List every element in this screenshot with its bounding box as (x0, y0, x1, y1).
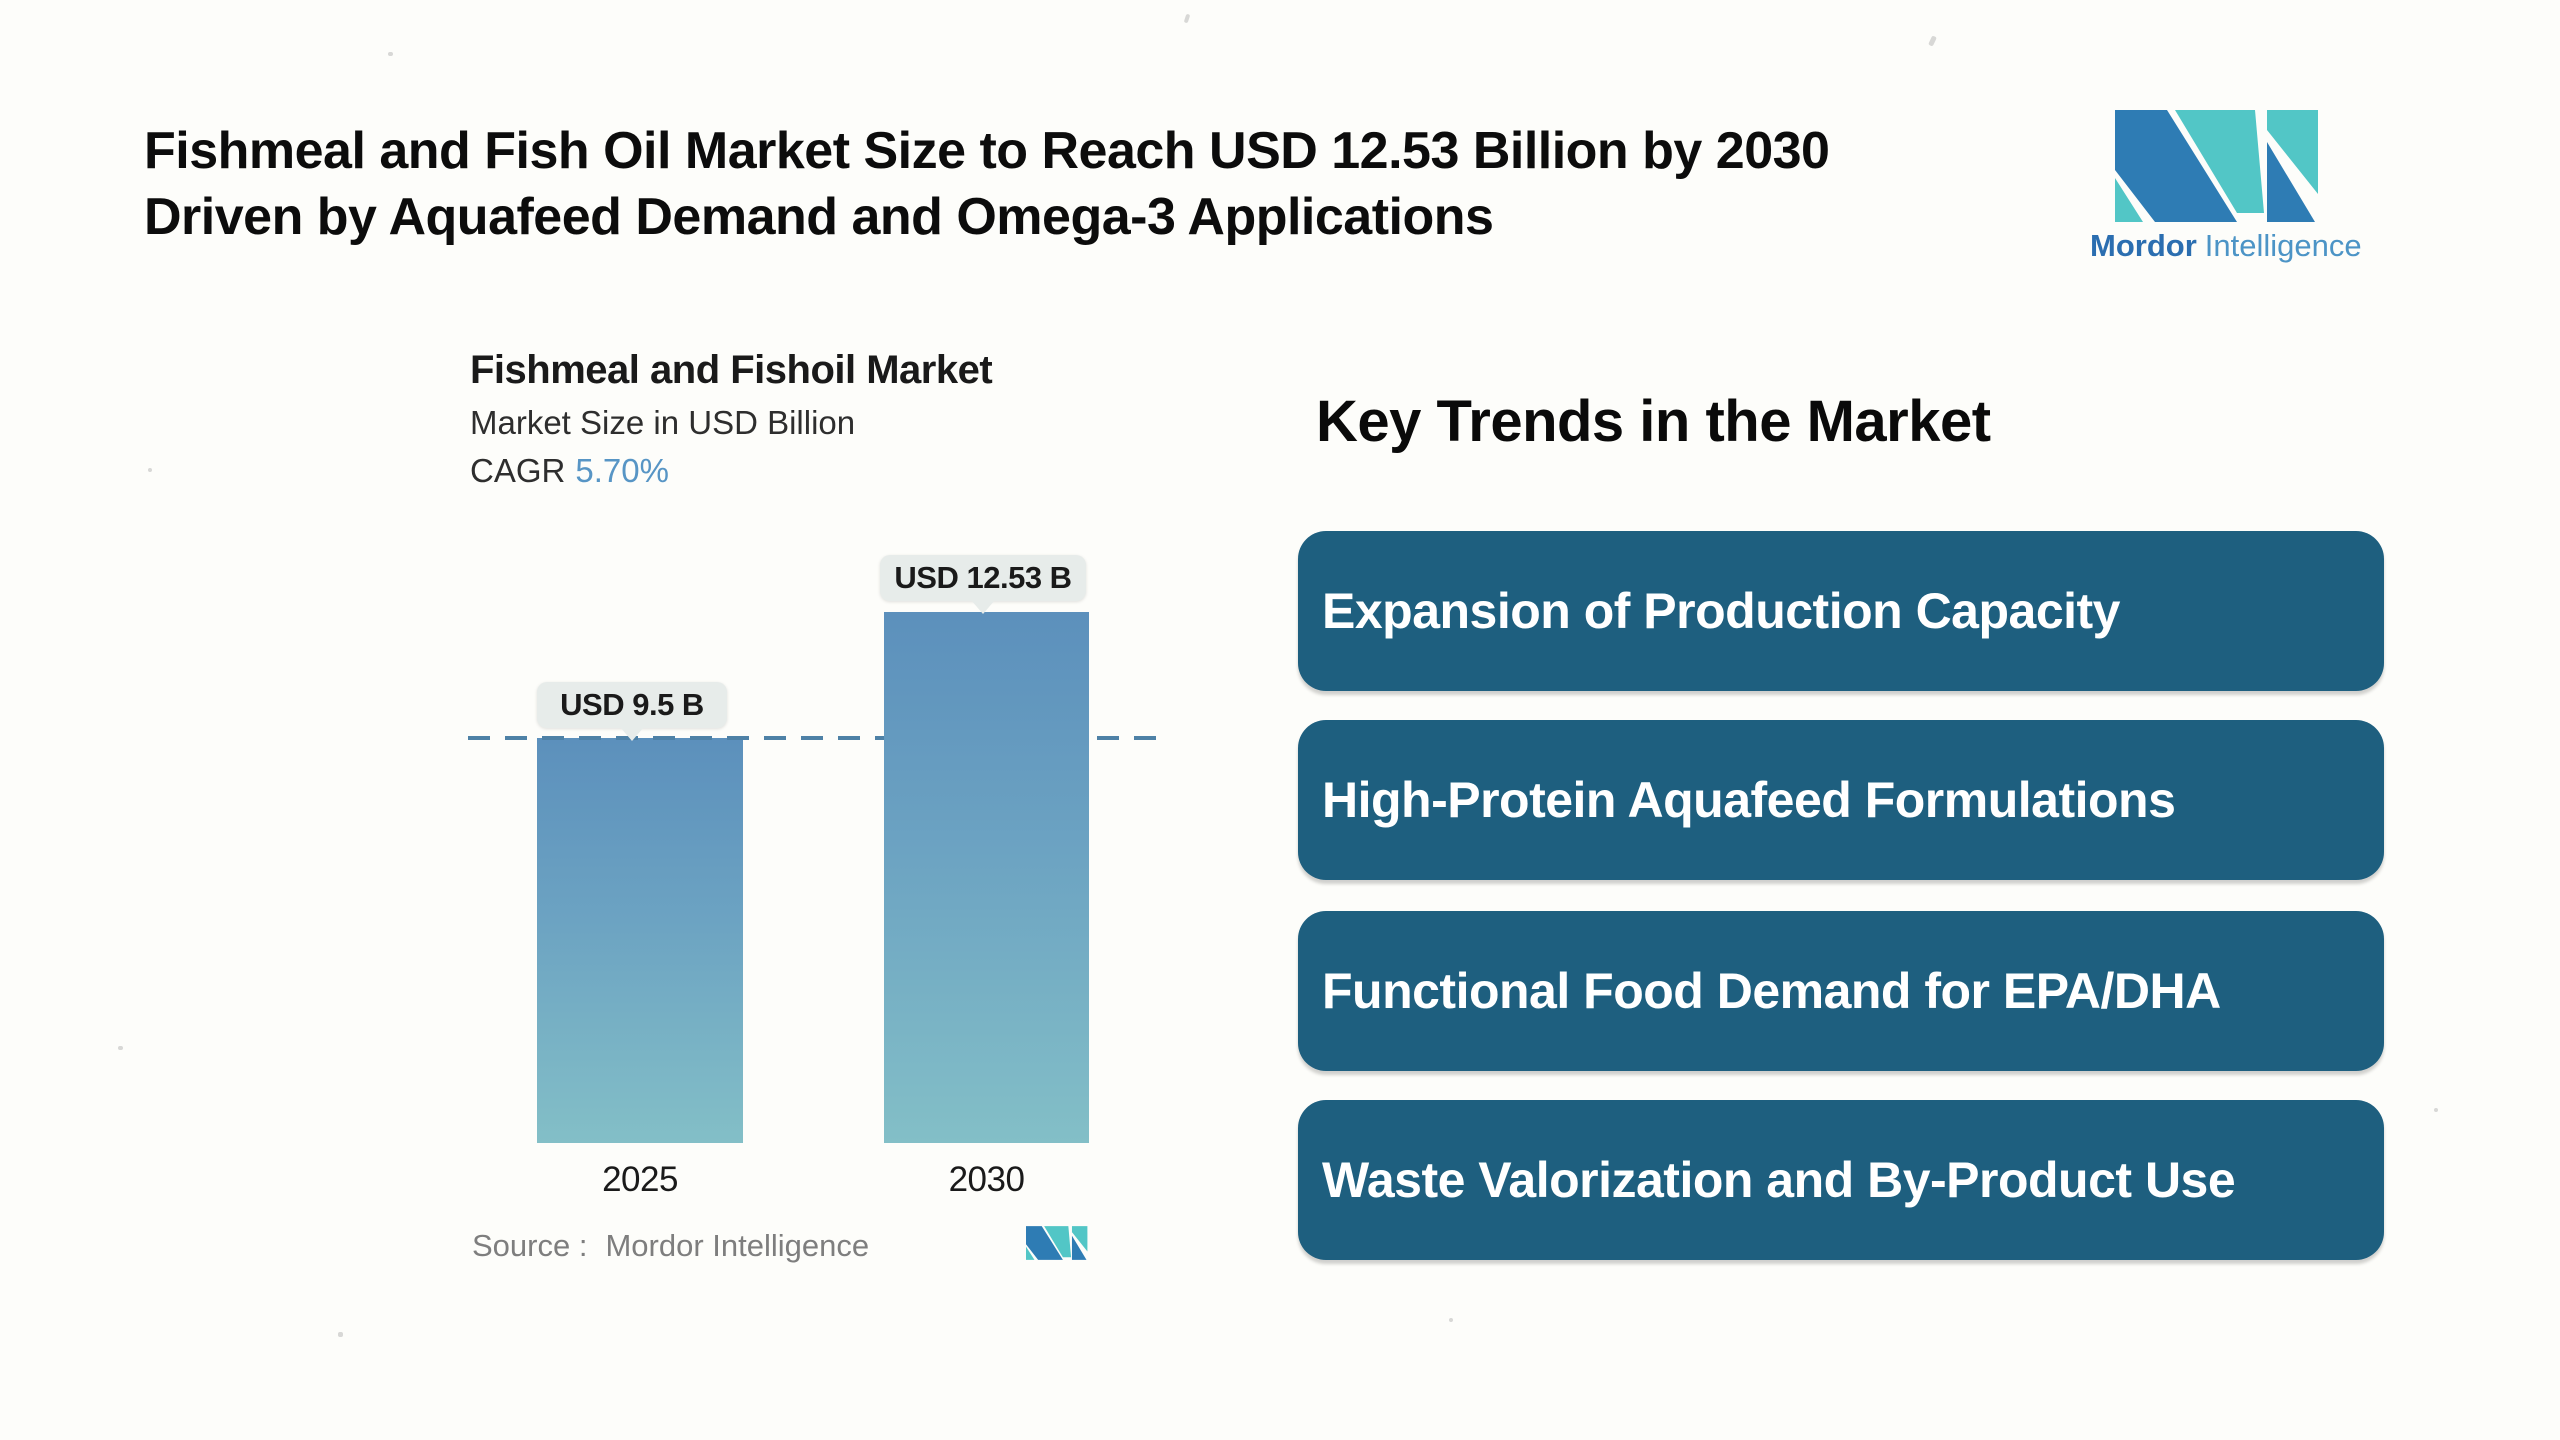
x-axis-label-2030: 2030 (948, 1160, 1025, 1199)
brand-name-regular: Intelligence (2204, 228, 2362, 263)
trend-box-2-label: High-Protein Aquafeed Formulations (1322, 772, 2176, 828)
value-label-2030-pointer (971, 600, 995, 614)
speck (388, 52, 393, 56)
cagr-label: CAGR (470, 452, 566, 489)
speck (148, 468, 152, 472)
trend-box-4: Waste Valorization and By-Product Use (1298, 1100, 2384, 1260)
source-value: Mordor Intelligence (605, 1228, 870, 1263)
chart-title: Fishmeal and Fishoil Market (470, 348, 993, 392)
cagr-value: 5.70% (575, 452, 669, 489)
trend-box-4-label: Waste Valorization and By-Product Use (1322, 1152, 2236, 1208)
chart-subtitle: Market Size in USD Billion (470, 404, 856, 441)
value-label-2030-text: USD 12.53 B (894, 560, 1072, 595)
trend-box-3: Functional Food Demand for EPA/DHA (1298, 911, 2384, 1071)
value-label-2025-pointer (620, 727, 644, 741)
speck (1449, 1318, 1453, 1322)
speck (1928, 35, 1937, 47)
trend-box-3-label: Functional Food Demand for EPA/DHA (1322, 963, 2221, 1019)
speck (1183, 13, 1191, 24)
brand-name-bold: Mordor (2090, 228, 2197, 263)
key-trends-heading: Key Trends in the Market (1316, 389, 1991, 454)
mordor-intelligence-logo-icon (2090, 110, 2345, 222)
bar-2025 (537, 738, 743, 1143)
source-logo-icon (1026, 1226, 1088, 1265)
value-label-2025: USD 9.5 B (537, 682, 727, 741)
speck (338, 1332, 343, 1337)
trend-box-1-label: Expansion of Production Capacity (1322, 583, 2121, 639)
x-axis-label-2025: 2025 (602, 1160, 678, 1199)
value-label-2030: USD 12.53 B (880, 555, 1086, 614)
brand-wordmark: Mordor Intelligence (2090, 228, 2362, 264)
reference-dashed-line (468, 736, 1162, 740)
trend-box-2: High-Protein Aquafeed Formulations (1298, 720, 2384, 880)
source-line: Source : Mordor Intelligence (472, 1228, 869, 1264)
chart-cagr-line: CAGR 5.70% (470, 452, 669, 490)
value-label-2025-text: USD 9.5 B (560, 687, 704, 722)
page-title: Fishmeal and Fish Oil Market Size to Rea… (144, 118, 2124, 250)
source-label: Source : (472, 1228, 588, 1263)
speck (2434, 1108, 2438, 1112)
speck (118, 1046, 123, 1050)
brand-logo-block: Mordor Intelligence (2090, 110, 2362, 264)
page-title-line2: Driven by Aquafeed Demand and Omega-3 Ap… (144, 188, 1494, 246)
bar-2030 (884, 612, 1089, 1143)
page-title-line1: Fishmeal and Fish Oil Market Size to Rea… (144, 122, 1830, 180)
trend-box-1: Expansion of Production Capacity (1298, 531, 2384, 691)
